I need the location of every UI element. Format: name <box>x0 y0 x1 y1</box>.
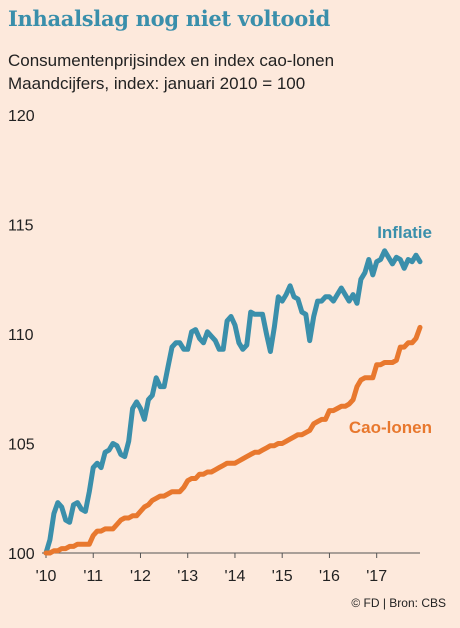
y-tick-label: 120 <box>8 108 35 125</box>
x-tick-label: '16 <box>319 568 340 585</box>
x-tick-label: '14 <box>225 568 246 585</box>
y-tick-label: 105 <box>8 437 35 454</box>
y-tick-label: 115 <box>8 218 34 235</box>
series-line-cao-lonen <box>43 324 423 556</box>
x-tick-label: '11 <box>83 568 103 585</box>
x-tick-label: '10 <box>36 568 57 585</box>
series-line-inflatie <box>43 248 423 556</box>
y-tick-label: 110 <box>8 327 34 344</box>
chart-subtitle-units: Maandcijfers, index: januari 2010 = 100 <box>8 74 306 93</box>
x-tick-label: '13 <box>177 568 198 585</box>
series-label-inflatie: Inflatie <box>377 223 432 242</box>
source-credit: © FD | Bron: CBS <box>351 596 446 610</box>
series-label-cao-lonen: Cao-lonen <box>349 418 432 437</box>
chart-title: Inhaalslag nog niet voltooid <box>8 6 331 31</box>
x-tick-label: '15 <box>272 568 293 585</box>
x-tick-label: '12 <box>130 568 151 585</box>
chart-subtitle: Consumentenprijsindex en index cao-lonen <box>8 51 335 70</box>
y-tick-label: 100 <box>8 546 35 563</box>
x-tick-label: '17 <box>366 568 387 585</box>
